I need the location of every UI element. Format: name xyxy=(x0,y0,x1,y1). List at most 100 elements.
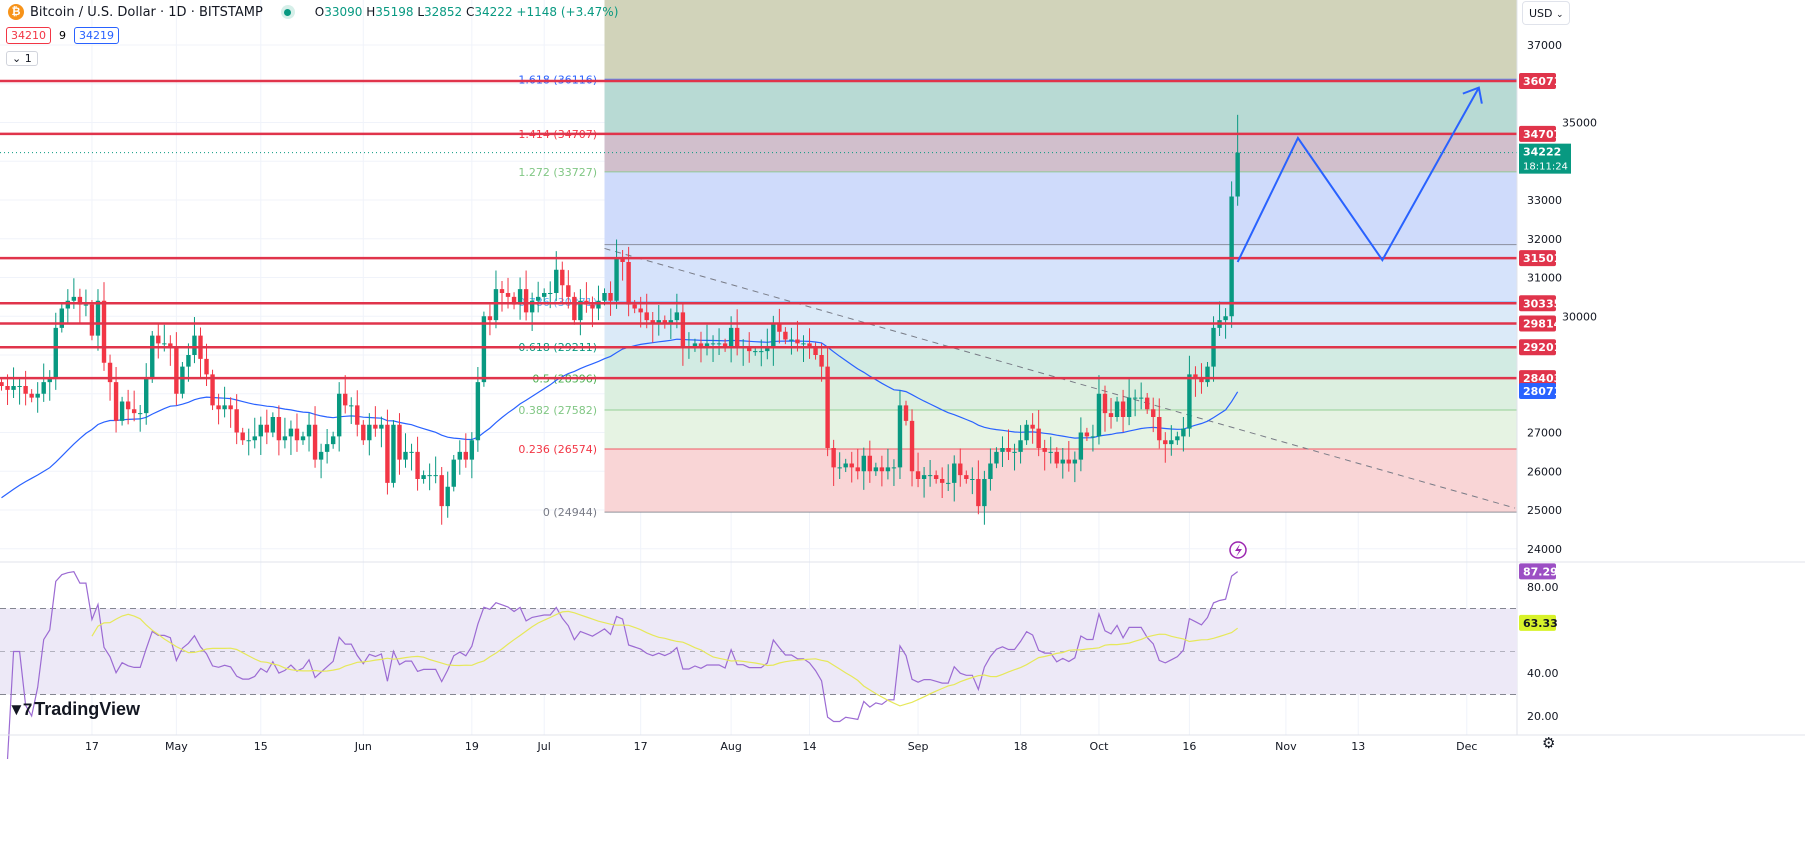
rsi-line xyxy=(6,571,1239,760)
candle-body xyxy=(445,486,450,507)
time-axis-tick: Dec xyxy=(1456,740,1477,753)
price-label-bg xyxy=(1519,295,1556,312)
candle-body xyxy=(771,324,776,348)
candle-body xyxy=(469,440,475,460)
candle-body xyxy=(355,405,360,425)
candle-body xyxy=(1018,440,1023,452)
candle-body xyxy=(162,343,167,345)
candle-body xyxy=(560,269,565,286)
price-label: 29814 xyxy=(1519,315,1562,332)
candle-body xyxy=(819,355,824,367)
candle-body xyxy=(903,405,909,421)
candle-body xyxy=(976,479,981,507)
candle-body xyxy=(789,339,794,341)
candle-body xyxy=(71,296,77,301)
collapse-indicators-button[interactable]: ⌄ 1 xyxy=(6,51,38,66)
candle-body xyxy=(403,451,408,460)
candle-body xyxy=(952,463,957,483)
candle-body xyxy=(1193,374,1198,379)
candle-body xyxy=(572,296,577,321)
candle-body xyxy=(1042,448,1047,452)
candle-body xyxy=(433,475,438,477)
candle-body xyxy=(988,463,993,479)
candle-body xyxy=(674,312,680,321)
candle-body xyxy=(1036,428,1041,448)
candle-body xyxy=(921,475,927,479)
candle-body xyxy=(909,420,915,472)
price-label: 28403 xyxy=(1519,370,1561,387)
ma-price-label-bg xyxy=(1519,382,1556,399)
candle-body xyxy=(421,475,426,479)
candle-body xyxy=(734,327,740,348)
settings-gear-icon[interactable]: ⚙ xyxy=(1542,734,1556,752)
change-value: +1148 (+3.47%) xyxy=(516,5,619,19)
market-status-icon[interactable] xyxy=(280,5,295,19)
time-axis-tick: 14 xyxy=(803,740,817,753)
price-axis-tick: 25000 xyxy=(1527,504,1562,517)
candle-body xyxy=(849,463,854,468)
candle-body xyxy=(439,475,444,507)
candle-body xyxy=(343,393,348,406)
candle-body xyxy=(517,289,523,305)
symbol-title[interactable]: Bitcoin / U.S. Dollar · 1D · BITSTAMP xyxy=(30,4,263,20)
rsi-ma-label-text: 63.33 xyxy=(1523,617,1558,630)
fib-zone-1 xyxy=(604,171,1517,245)
candle-body xyxy=(137,413,143,415)
candle-body xyxy=(234,409,239,433)
candle-body xyxy=(590,304,595,309)
candle-body xyxy=(620,258,625,262)
currency-label: USD xyxy=(1529,7,1553,20)
candle-body xyxy=(276,417,282,441)
candle-body xyxy=(831,448,836,468)
candle-body xyxy=(246,440,251,442)
candle-body xyxy=(728,327,734,348)
price-label-bg xyxy=(1519,125,1556,142)
rsi-value-label: 87.29 xyxy=(1519,563,1558,580)
last-price-label-bg xyxy=(1519,143,1571,174)
candle-body xyxy=(222,405,227,410)
candle-body xyxy=(180,366,185,394)
candle-body xyxy=(186,355,191,367)
candle-body xyxy=(927,475,933,477)
candle-body xyxy=(1054,451,1059,464)
price-axis-tick: 27000 xyxy=(1527,427,1562,440)
candle-body xyxy=(156,335,161,344)
candle-body xyxy=(150,335,155,379)
low-value: 32852 xyxy=(424,5,463,19)
candle-body xyxy=(95,300,101,336)
currency-select[interactable]: USD ⌄ xyxy=(1522,1,1570,25)
candle-body xyxy=(487,316,493,321)
buy-price-button[interactable]: 34219 xyxy=(74,27,119,44)
candle-body xyxy=(415,451,420,479)
candle-body xyxy=(548,293,553,294)
candle-body xyxy=(795,339,800,344)
candle-body xyxy=(288,428,294,437)
candle-body xyxy=(294,428,300,441)
candle-body xyxy=(463,451,469,460)
sell-price-button[interactable]: 34210 xyxy=(6,27,51,44)
candle-body xyxy=(897,405,903,468)
tradingview-logo-icon: ▼7 xyxy=(8,699,32,719)
time-axis-tick: Oct xyxy=(1089,740,1109,753)
candle-body xyxy=(891,467,897,469)
fib-zone-0.236 xyxy=(604,409,1517,450)
price-label: 30335 xyxy=(1519,295,1561,312)
candle-body xyxy=(252,436,257,441)
candle-body xyxy=(204,358,209,375)
fib-zone-1.414 xyxy=(604,79,1517,134)
candle-body xyxy=(505,293,511,297)
candle-body xyxy=(361,424,366,441)
candle-body xyxy=(306,424,312,437)
candle-body xyxy=(373,424,378,429)
candle-body xyxy=(1024,424,1029,441)
price-axis-tick: 32000 xyxy=(1527,233,1562,246)
tradingview-logo[interactable]: ▼7 TradingView xyxy=(8,699,140,720)
candle-body xyxy=(1096,393,1102,437)
price-label-bg xyxy=(1519,339,1556,356)
candle-body xyxy=(1187,374,1192,429)
candle-body xyxy=(511,296,517,305)
candle-body xyxy=(765,347,770,352)
candle-body xyxy=(704,343,710,348)
price-label-text: 34707 xyxy=(1523,128,1561,141)
